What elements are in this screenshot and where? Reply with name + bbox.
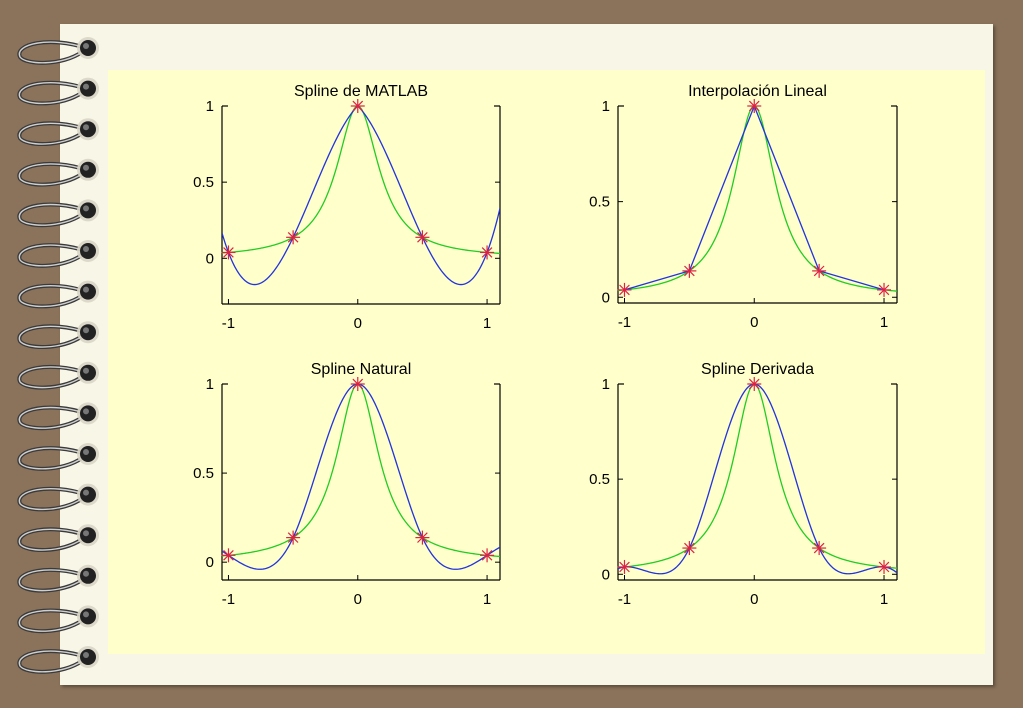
x-tick-label: 1 [483,315,491,332]
y-tick-label: 0 [602,289,610,306]
node-marker [682,263,697,278]
node-marker [350,99,365,113]
x-tick-label: 1 [880,314,888,331]
x-tick-label: 0 [750,591,758,608]
node-marker [286,530,301,545]
interpolant-line [222,384,500,570]
x-tick-label: 1 [880,591,888,608]
binder-ring [17,605,99,634]
node-marker [877,559,892,574]
x-tick-label: -1 [618,314,631,331]
x-tick-label: -1 [618,591,631,608]
node-marker [812,263,827,278]
binder-ring [17,77,99,106]
runge-function-line [222,106,500,255]
y-tick-label: 1 [206,376,214,393]
binder-ring [17,483,99,512]
node-marker [617,282,632,297]
runge-function-line [618,106,897,292]
y-tick-label: 1 [602,376,610,393]
node-marker [480,548,495,563]
y-tick-label: 0.5 [193,174,214,191]
runge-function-line [222,384,500,558]
interpolant-line [222,106,500,286]
binder-ring [17,37,99,65]
binder-ring [17,524,99,553]
node-marker [747,99,762,113]
node-marker [415,530,430,545]
y-tick-label: 1 [602,98,610,115]
x-tick-label: 0 [354,315,362,332]
node-marker [221,548,236,563]
binder-ring [17,321,99,350]
runge-function-line [618,384,897,569]
chart-title: Spline de MATLAB [294,83,428,100]
chart-3: Spline Natural -1 0 1 0 0.5 1 [193,361,501,608]
node-marker [747,377,762,391]
node-marker [221,245,236,260]
node-marker [415,230,430,245]
chart-1: Spline de MATLAB -1 0 1 0 0.5 1 [193,83,501,332]
x-tick-label: 0 [750,314,758,331]
binder-ring [17,158,99,187]
binder-ring [17,443,99,471]
node-marker [877,282,892,297]
x-tick-label: 1 [483,591,491,608]
chart-title: Spline Natural [311,361,412,378]
interpolant-line [618,384,897,575]
y-tick-label: 0.5 [193,465,214,482]
y-tick-label: 0 [602,566,610,583]
node-marker [682,541,697,556]
x-tick-label: -1 [222,591,235,608]
node-marker [350,377,365,391]
y-tick-label: 0.5 [589,194,610,211]
binder-ring [17,240,99,268]
chart-panel [108,70,985,654]
y-tick-label: 0.5 [589,471,610,488]
chart-2: Interpolación Lineal -1 0 1 0 0.5 1 [589,83,898,331]
chart-title: Interpolación Lineal [688,83,827,100]
y-tick-label: 0 [206,250,214,267]
binder-ring [17,199,99,228]
binder-ring [17,280,99,309]
x-tick-label: 0 [354,591,362,608]
binder-ring [17,118,99,147]
chart-4: Spline Derivada -1 0 1 0 0.5 1 [589,361,898,608]
binder-ring [17,402,99,431]
interpolant-line [624,106,885,291]
chart-title: Spline Derivada [701,361,814,378]
x-tick-label: -1 [222,315,235,332]
binder-ring [17,564,99,593]
node-marker [286,230,301,245]
node-marker [617,559,632,574]
node-marker [480,245,495,260]
binder-ring [17,646,99,674]
binder-ring [17,361,99,390]
y-tick-label: 1 [206,98,214,115]
y-tick-label: 0 [206,554,214,571]
spiral-binding [17,37,99,674]
node-marker [812,541,827,556]
